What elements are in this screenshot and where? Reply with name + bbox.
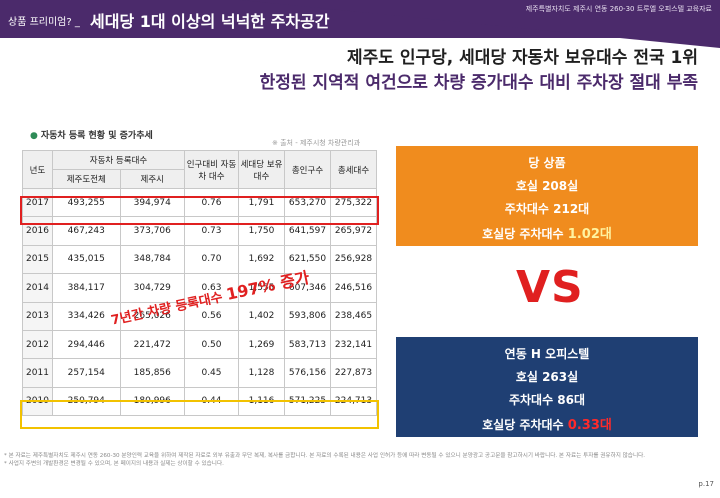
- table-cell: 334,426: [52, 301, 121, 331]
- table-cell: 185,856: [119, 358, 186, 388]
- our-ratio-value: 1.02대: [567, 227, 612, 242]
- table-cell: 576,156: [284, 358, 331, 388]
- section-title: ● 자동차 등록 현황 및 증가추세: [30, 128, 153, 141]
- table-cell: 227,873: [330, 358, 377, 388]
- table-cell: 348,784: [119, 244, 186, 275]
- our-product-units: 호실 208실: [515, 179, 579, 193]
- highlight-2010-row: [20, 400, 379, 429]
- footer-line-2: * 사업지 주변의 개발환경은 변경될 수 있으며, 본 페이지의 내용과 실제…: [4, 461, 224, 467]
- car-registration-table: 년도 자동차 등록대수 인구대비 자동차 대수 세대당 보유대수 총인구수 총세…: [22, 150, 377, 417]
- table-cell: 1,269: [238, 329, 285, 360]
- table-cell: 256,928: [330, 244, 377, 275]
- header-year: 년도: [22, 150, 53, 189]
- table-cell: 0.76: [184, 187, 239, 218]
- table-cell: 1,128: [238, 358, 285, 388]
- header-per-capita: 인구대비 자동차 대수: [184, 150, 239, 189]
- table-cell: 1,555: [238, 273, 285, 303]
- table-cell: 2016: [22, 216, 53, 246]
- competitor-ratio-value: 0.33대: [567, 418, 612, 433]
- table-cell: 238,465: [330, 301, 377, 331]
- table-cell: 246,516: [330, 273, 377, 303]
- table-cell: 2015: [22, 244, 53, 275]
- section-title-text: 자동차 등록 현황 및 증가추세: [40, 131, 153, 141]
- table-cell: 221,472: [119, 329, 186, 360]
- our-product-box: 당 상품 호실 208실 주차대수 212대 호실당 주차대수 1.02대: [396, 146, 698, 246]
- table-row: 2011 257,154 185,856 0.45 1,128 576,156 227,87…: [22, 358, 377, 388]
- header-households: 총세대수: [330, 150, 377, 189]
- table-cell: 0.70: [184, 244, 239, 275]
- footer-disclaimer: * 본 자료는 제주특별자치도 제주시 연동 260-30 분양인력 교육을 위…: [4, 452, 716, 468]
- page-number: p.17: [698, 480, 714, 488]
- headline-primary: 제주도 인구당, 세대당 자동차 보유대수 전국 1위: [347, 48, 698, 68]
- competitor-title: 연동 H 오피스텔: [504, 347, 590, 361]
- table-cell: 257,154: [52, 358, 121, 388]
- header-per-household: 세대당 보유대수: [238, 150, 285, 189]
- competitor-ratio: 호실당 주차대수 0.33대: [396, 414, 698, 433]
- table-cell: 2017: [22, 187, 53, 218]
- table-cell: 2013: [22, 301, 53, 331]
- competitor-parking: 주차대수 86대: [508, 393, 586, 407]
- table-cell: 265,026: [119, 301, 186, 331]
- table-cell: 493,255: [52, 187, 121, 218]
- our-product-parking: 주차대수 212대: [504, 202, 590, 216]
- competitor-box: 연동 H 오피스텔 호실 263실 주차대수 86대 호실당 주차대수 0.33…: [396, 337, 698, 437]
- table-cell: 394,974: [119, 187, 186, 218]
- table-cell: 1,402: [238, 301, 285, 331]
- table-cell: 373,706: [119, 216, 186, 246]
- table-cell: 2011: [22, 358, 53, 388]
- table-cell: 0.50: [184, 329, 239, 360]
- vs-label: VS: [516, 262, 584, 313]
- table-cell: 294,446: [52, 329, 121, 360]
- table-cell: 384,117: [52, 273, 121, 303]
- table-source-note: ※ 출처 - 제주시청 차량관리과: [272, 139, 361, 147]
- table-row: 2013 334,426 265,026 0.56 1,402 593,806 238,46…: [22, 301, 377, 331]
- table-cell: 232,141: [330, 329, 377, 360]
- header-wedge: [240, 0, 720, 48]
- table-cell: 275,322: [330, 187, 377, 218]
- table-cell: 304,729: [119, 273, 186, 303]
- our-product-ratio: 호실당 주차대수 1.02대: [396, 223, 698, 242]
- header-source: 제주특별자치도 제주시 연동 260-30 트루엘 오피스텔 교육자료: [525, 5, 712, 13]
- table-cell: 583,713: [284, 329, 331, 360]
- highlight-2017-row: [20, 196, 379, 225]
- header-bar: 상품 프리미엄? _ 세대당 1대 이상의 넉넉한 주차공간 제주특별자치도 제…: [0, 0, 720, 48]
- table-cell: 641,597: [284, 216, 331, 246]
- table-cell: 0.56: [184, 301, 239, 331]
- table-row: 2017 493,255 394,974 0.76 1,791 653,270 275,32…: [22, 187, 377, 218]
- bullet-icon: ●: [30, 131, 38, 141]
- table-cell: 2014: [22, 273, 53, 303]
- table-cell: 0.45: [184, 358, 239, 388]
- table-row: 2015 435,015 348,784 0.70 1,692 621,550 256,92…: [22, 244, 377, 275]
- competitor-units: 호실 263실: [515, 370, 579, 384]
- headline-secondary: 한정된 지역적 여건으로 차량 증가대수 대비 주차장 절대 부족: [259, 73, 698, 93]
- footer-line-1: * 본 자료는 제주특별자치도 제주시 연동 260-30 분양인력 교육을 위…: [4, 453, 646, 459]
- table-cell: 593,806: [284, 301, 331, 331]
- table-cell: 265,972: [330, 216, 377, 246]
- table-cell: 2012: [22, 329, 53, 360]
- page-title: 세대당 1대 이상의 넉넉한 주차공간: [90, 12, 330, 31]
- table-cell: 1,750: [238, 216, 285, 246]
- header-registered: 자동차 등록대수: [52, 150, 185, 170]
- header-jeju-city: 제주시: [119, 169, 186, 189]
- header-jeju-total: 제주도전체: [52, 169, 121, 189]
- header-population: 총인구수: [284, 150, 331, 189]
- table-cell: 1,692: [238, 244, 285, 275]
- table-cell: 435,015: [52, 244, 121, 275]
- table-row: 2014 384,117 304,729 0.63 1,555 607,346 246,51…: [22, 273, 377, 303]
- our-ratio-label: 호실당 주차대수: [482, 227, 564, 241]
- table-cell: 1,791: [238, 187, 285, 218]
- competitor-ratio-label: 호실당 주차대수: [482, 418, 564, 432]
- our-product-title: 당 상품: [528, 156, 566, 170]
- table-row: 2012 294,446 221,472 0.50 1,269 583,713 232,14…: [22, 329, 377, 360]
- header-premium-label: 상품 프리미엄? _: [8, 17, 80, 28]
- table-cell: 607,346: [284, 273, 331, 303]
